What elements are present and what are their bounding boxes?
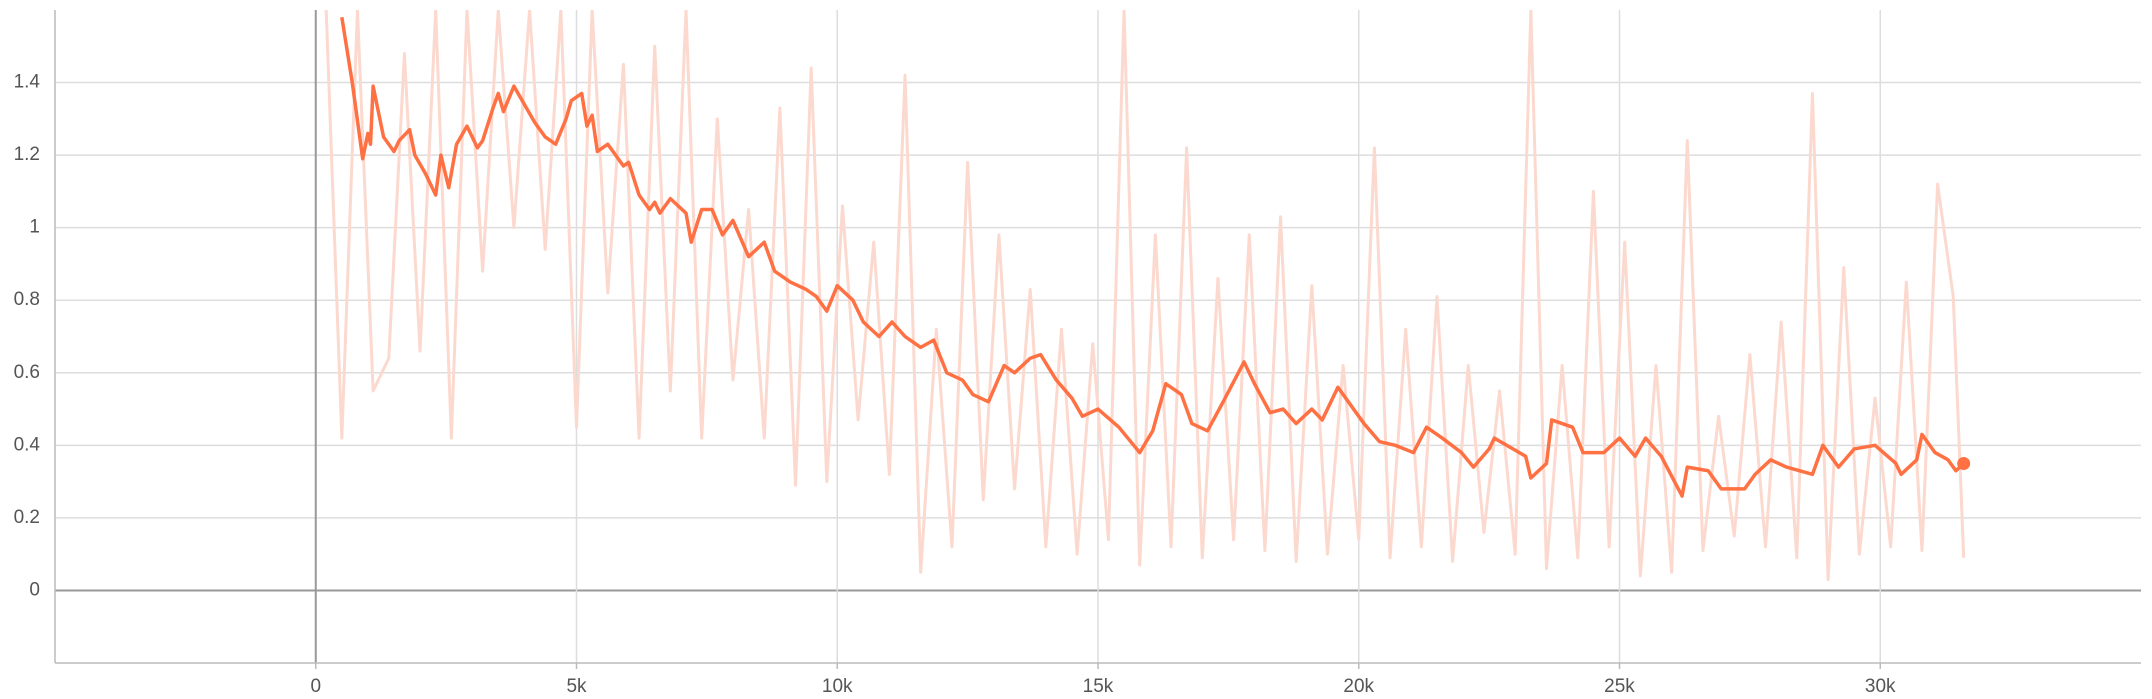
y-tick-label: 0 [29, 579, 40, 600]
y-tick-label: 0.4 [14, 434, 41, 455]
x-tick-label: 0 [310, 676, 321, 697]
smoothed-line [340, 16, 1965, 498]
y-tick-label: 1 [29, 217, 40, 238]
x-tick-label: 10k [822, 676, 853, 697]
x-tick-label: 5k [566, 676, 587, 697]
y-tick-label: 1.2 [14, 144, 40, 165]
raw-line [324, 10, 1966, 582]
grid [55, 10, 2141, 669]
y-tick-label: 1.4 [14, 72, 41, 93]
y-tick-label: 0.2 [14, 507, 40, 528]
x-tick-label: 20k [1343, 676, 1374, 697]
tick-labels: 0 0.2 0.4 0.6 0.8 1 1.2 1.4 0 5k 10k 15k 20k 25k 30k [14, 72, 1896, 697]
last-point [1957, 456, 1971, 470]
y-tick-label: 0.8 [14, 289, 40, 310]
x-tick-label: 25k [1604, 676, 1635, 697]
x-tick-label: 30k [1865, 676, 1896, 697]
plot-area [324, 10, 1966, 582]
y-tick-label: 0.6 [14, 362, 40, 383]
x-tick-label: 15k [1083, 676, 1114, 697]
